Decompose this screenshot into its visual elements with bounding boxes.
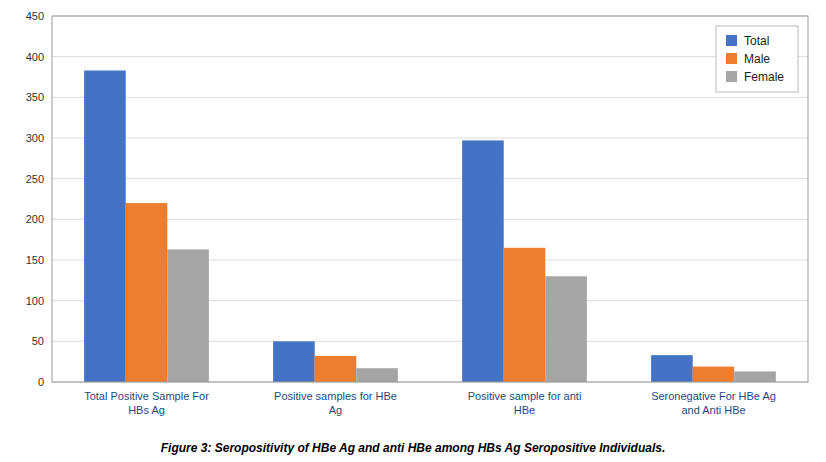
x-tick-label-line: Positive sample for anti: [468, 390, 582, 402]
grid-line: [52, 97, 808, 98]
y-tick-label: 200: [26, 213, 44, 225]
x-tick-label-line: Total Positive Sample For: [84, 390, 209, 402]
plot-frame: [52, 16, 808, 382]
y-tick-label: 150: [26, 254, 44, 266]
y-tick-label: 50: [32, 335, 44, 347]
legend-label: Female: [744, 70, 784, 84]
grid-line: [52, 56, 808, 57]
legend: Total Male Female: [716, 26, 798, 92]
bar: [167, 249, 209, 382]
bar: [84, 70, 126, 382]
x-axis: Total Positive Sample For HBs Ag Positive …: [84, 390, 776, 416]
bar: [315, 356, 357, 382]
legend-swatch: [726, 53, 737, 64]
x-tick-label-line: Seronegative For HBe Ag: [651, 390, 776, 402]
legend-box: [716, 26, 798, 92]
bar: [273, 341, 315, 382]
bar: [693, 367, 735, 382]
x-tick-label-line: Positive samples for HBe: [274, 390, 397, 402]
x-tick-label: Positive samples for HBe Ag: [274, 390, 397, 416]
x-tick-label: Positive sample for anti HBe: [468, 390, 582, 416]
legend-label: Male: [744, 52, 770, 66]
bar: [545, 276, 587, 382]
series-2: [167, 249, 776, 382]
chart-svg: 0 50 100 150 200 250 300 350 400 450 Total Positiv…: [0, 0, 826, 462]
x-tick-label-line: HBe: [514, 404, 535, 416]
y-tick-label: 0: [38, 376, 44, 388]
series-1: [126, 203, 735, 382]
caption: Figure 3: Seropositivity of HBe Ag and a…: [161, 441, 666, 455]
y-tick-label: 100: [26, 295, 44, 307]
bar: [462, 140, 504, 382]
legend-swatch: [726, 71, 737, 82]
x-tick-label-line: HBs Ag: [128, 404, 165, 416]
bar: [734, 371, 776, 382]
x-tick-label: Seronegative For HBe Ag and Anti HBe: [651, 390, 776, 416]
grid-line: [52, 178, 808, 179]
y-tick-label: 300: [26, 132, 44, 144]
x-tick-label-line: Ag: [329, 404, 342, 416]
x-tick-label-line: and Anti HBe: [681, 404, 745, 416]
y-tick-label: 350: [26, 91, 44, 103]
bar: [126, 203, 168, 382]
chart-container: 0 50 100 150 200 250 300 350 400 450 Total Positiv…: [0, 0, 826, 462]
bar: [356, 368, 398, 382]
legend-swatch: [726, 35, 737, 46]
y-tick-label: 250: [26, 173, 44, 185]
series-0: [84, 70, 693, 382]
y-tick-label: 450: [26, 10, 44, 22]
x-tick-label: Total Positive Sample For HBs Ag: [84, 390, 209, 416]
legend-label: Total: [744, 34, 769, 48]
y-axis: 0 50 100 150 200 250 300 350 400 450: [26, 10, 44, 388]
y-tick-label: 400: [26, 51, 44, 63]
bars: [84, 70, 776, 382]
grid-line: [52, 138, 808, 139]
grid: [52, 16, 808, 382]
bar: [651, 355, 693, 382]
bar: [504, 248, 546, 382]
